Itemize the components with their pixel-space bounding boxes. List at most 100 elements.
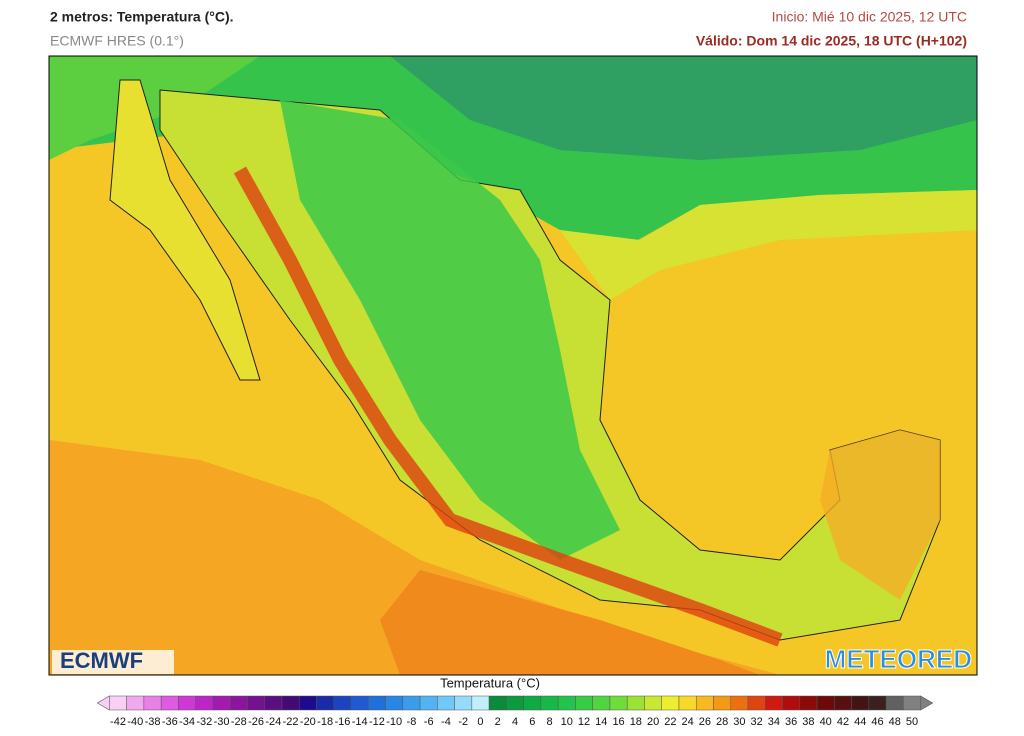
title: 2 metros: Temperatura (°C). [50,9,234,25]
colorbar-cell [109,695,127,711]
colorbar-tick-label: -26 [248,716,264,728]
colorbar-tick-label: 36 [785,716,797,728]
colorbar-tick-label: -10 [386,716,402,728]
colorbar-cell [402,695,421,711]
colorbar-tick-label: 22 [664,716,676,728]
colorbar-tick-label: 46 [871,716,883,728]
map: ECMWF METEORED [48,55,978,676]
valid-time: Válido: Dom 14 dic 2025, 18 UTC (H+102) [696,33,967,49]
colorbar-tick-label: 0 [477,716,483,728]
colorbar-tick-label: 38 [802,716,814,728]
ecmwf-logo: ECMWF [60,648,143,673]
colorbar-tick-label: -14 [352,716,368,728]
colorbar-tick-label: 24 [681,716,693,728]
colorbar-cell [264,695,283,711]
colorbar-tick-label: -32 [196,716,212,728]
colorbar-cell [903,695,921,711]
colorbar-tick-label: -2 [458,716,468,728]
colorbar-tick-label: -6 [424,716,434,728]
legend-label: Temperatura (°C) [440,675,540,690]
colorbar-tick-label: 40 [820,716,832,728]
colorbar-cell [506,695,524,711]
colorbar-tick-label: 34 [768,716,780,728]
meteored-logo: METEORED [825,644,972,674]
colorbar-cell [834,695,852,711]
colorbar-tick-label: -8 [407,716,417,728]
colorbar-tick-label: -28 [231,716,247,728]
colorbar-cell [713,695,732,711]
colorbar-tick-label: -42 [110,716,126,728]
colorbar-cell [816,695,835,711]
colorbar-tick-label: 32 [751,716,763,728]
colorbar-tick-label: -12 [369,716,385,728]
colorbar-cell [678,695,697,711]
colorbar-cell [368,695,386,711]
colorbar-tick-label: 42 [837,716,849,728]
colorbar-cell [281,695,300,711]
model: ECMWF HRES (0.1°) [50,33,184,49]
colorbar-tick-label: 16 [612,716,624,728]
colorbar-cell [747,695,766,711]
colorbar-cell [782,695,801,711]
colorbar-cell [454,695,473,711]
colorbar-tick-label: 48 [889,716,901,728]
init-time: Inicio: Mié 10 dic 2025, 12 UTC [772,9,967,25]
colorbar-cell [626,695,645,711]
colorbar-tick-label: 2 [495,716,501,728]
colorbar-cell [609,695,628,711]
colorbar-cell [523,695,542,711]
colorbar-cell [333,695,352,711]
colorbar-tick-label: 26 [699,716,711,728]
colorbar-tick-label: -30 [214,716,230,728]
colorbar-tick-label: 44 [854,716,866,728]
colorbar-tick-label: -36 [162,716,178,728]
colorbar-cell [195,695,214,711]
colorbar-end-high [920,695,934,711]
colorbar-cell [160,695,179,711]
colorbar-tick-label: -20 [300,716,316,728]
colorbar-cell [471,695,490,711]
colorbar-tick-label: 28 [716,716,728,728]
colorbar-cell [298,695,317,711]
colorbar-cell [385,695,404,711]
colorbar-cell [437,695,455,711]
colorbar-cell [212,695,231,711]
colorbar-cell [851,695,870,711]
colorbar-cell [885,695,904,711]
colorbar-cell [229,695,248,711]
colorbar-tick-label: 4 [512,716,518,728]
colorbar-cell [730,695,749,711]
colorbar-tick-label: 12 [578,716,590,728]
colorbar-cell [143,695,162,711]
colorbar-cell [868,695,887,711]
colorbar-end-low [96,695,110,711]
colorbar-cell [247,695,265,711]
colorbar-tick-label: 18 [630,716,642,728]
colorbar-cell [575,695,593,711]
colorbar-tick-label: -16 [334,716,350,728]
colorbar-cell [488,695,507,711]
colorbar-tick-label: 8 [546,716,552,728]
colorbar-cell [316,695,335,711]
colorbar-tick-label: 20 [647,716,659,728]
colorbar-cell [765,695,783,711]
colorbar-cell [661,695,680,711]
colorbar-tick-label: -40 [127,716,143,728]
colorbar-cell [419,695,438,711]
colorbar-tick-label: 14 [595,716,607,728]
colorbar-tick-label: -4 [441,716,451,728]
colorbar-tick-label: -22 [283,716,299,728]
colorbar-cell [799,695,818,711]
colorbar-tick-label: -24 [265,716,281,728]
colorbar-cell [178,695,196,711]
colorbar-tick-label: 50 [906,716,918,728]
colorbar-tick-label: -38 [145,716,161,728]
colorbar-cell [126,695,145,711]
colorbar-cell [644,695,662,711]
colorbar-tick-label: -34 [179,716,195,728]
colorbar-tick-label: 10 [561,716,573,728]
colorbar-tick-label: 30 [733,716,745,728]
colorbar-cell [557,695,576,711]
colorbar-cell [695,695,714,711]
